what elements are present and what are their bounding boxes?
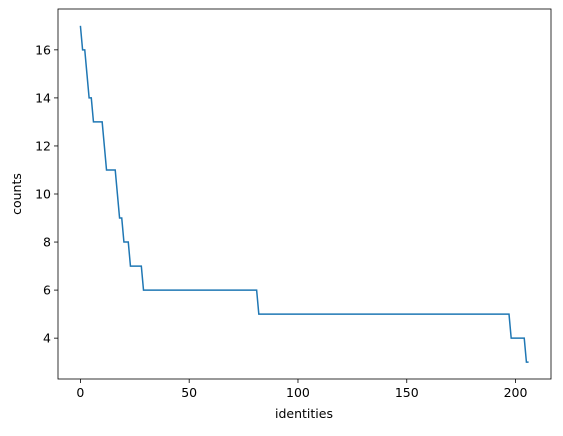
x-tick-label: 50 [181,385,197,400]
y-tick-label: 14 [35,90,51,105]
y-axis-label: counts [9,173,24,215]
y-tick-label: 4 [43,331,51,346]
y-tick-label: 10 [35,187,51,202]
x-tick-label: 200 [504,385,528,400]
x-tick-label: 150 [395,385,419,400]
data-line [79,25,529,363]
x-tick-label: 0 [76,385,84,400]
plot-frame [57,8,552,380]
y-tick-label: 16 [35,42,51,57]
x-tick-label: 100 [286,385,310,400]
x-axis-label: identities [275,406,333,421]
y-tick-label: 8 [43,235,51,250]
y-tick-label: 12 [35,138,51,153]
y-tick-label: 6 [43,283,51,298]
